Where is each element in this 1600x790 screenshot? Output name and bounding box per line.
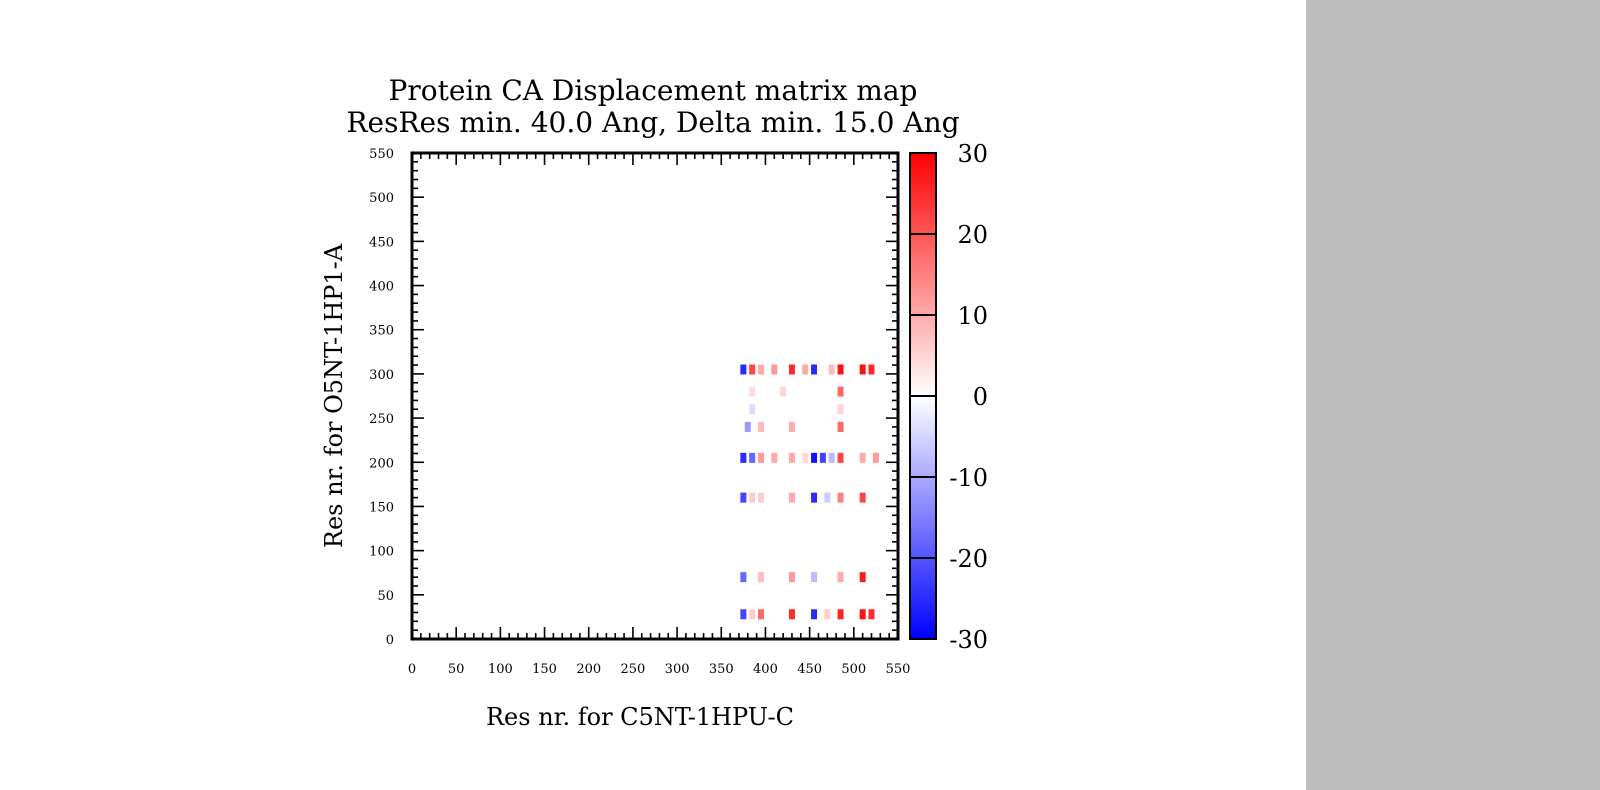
chart-subtitle: ResRes min. 40.0 Ang, Delta min. 15.0 An… [346,106,959,139]
y-tick-label: 550 [369,147,394,162]
x-tick-label: 500 [841,662,866,677]
x-tick-label: 100 [488,662,513,677]
heatmap-cell [811,609,818,620]
heatmap-cell [749,609,756,620]
heatmap-cell [788,492,795,503]
heatmap-cell [740,492,747,503]
heatmap-cell [824,609,831,620]
heatmap-cell [788,421,795,432]
heatmap-cell [872,452,879,463]
heatmap-cell [740,364,747,375]
heatmap-cell [788,572,795,583]
heatmap-cell [828,452,835,463]
axis-tick-marks [411,152,899,640]
heatmap-cell [749,386,756,397]
colorbar-tick-label: -20 [949,545,988,573]
x-tick-label: 50 [448,662,465,677]
heatmap-cell [758,421,765,432]
x-tick-labels: 0 50 100 150 200 250 300 350 400 450 500 550 [408,662,911,677]
heatmap-cell [868,609,875,620]
heatmap-cell [811,572,818,583]
heatmap-cell [859,452,866,463]
y-tick-label: 100 [369,545,394,560]
displacement-matrix-chart: Protein CA Displacement matrix map ResRe… [320,74,988,731]
heatmap-cell [788,609,795,620]
heatmap-cell [758,492,765,503]
x-tick-label: 150 [532,662,557,677]
heatmap-cell [749,364,756,375]
heatmap-cell [771,364,778,375]
heatmap-cell [837,404,844,415]
colorbar-tick-label: 30 [957,140,988,168]
heatmap-cell [749,492,756,503]
x-tick-label: 400 [753,662,778,677]
heatmap-cell [828,364,835,375]
heatmap-cell [758,452,765,463]
colorbar-ticks: 30 20 10 0 -10 -20 -30 [910,140,988,654]
x-tick-label: 550 [886,662,911,677]
heatmap-cell [837,452,844,463]
y-tick-label: 0 [386,633,394,648]
heatmap-cell [837,421,844,432]
heatmap-cell [802,364,809,375]
heatmap-cell [788,364,795,375]
y-tick-label: 450 [369,235,394,250]
heatmap-cell [758,364,765,375]
y-tick-label: 400 [369,280,394,295]
side-panel [1306,0,1600,790]
x-tick-label: 350 [709,662,734,677]
y-tick-label: 50 [377,589,394,604]
colorbar-tick-label: -10 [949,464,988,492]
y-tick-labels: 0 50 100 150 200 250 300 350 400 450 500 550 [369,147,394,648]
heatmap-cell [859,572,866,583]
x-tick-label: 250 [620,662,645,677]
y-tick-label: 350 [369,324,394,339]
heatmap-cell [819,452,826,463]
chart-title: Protein CA Displacement matrix map [389,74,918,107]
x-tick-label: 450 [797,662,822,677]
heatmap-cell [811,492,818,503]
heatmap-cell [758,609,765,620]
y-axis-label: Res nr. for O5NT-1HP1-A [320,243,348,548]
x-axis-label: Res nr. for C5NT-1HPU-C [486,703,794,731]
y-tick-label: 500 [369,191,394,206]
heatmap-cell [758,572,765,583]
heatmap-cell [788,452,795,463]
x-tick-label: 300 [665,662,690,677]
colorbar-tick-label: -30 [949,626,988,654]
heatmap-cell [771,452,778,463]
heatmap-cell [837,364,844,375]
chart-viewer: Protein CA Displacement matrix map ResRe… [320,74,988,731]
y-tick-label: 250 [369,412,394,427]
heatmap-cell [802,452,809,463]
plot-frame [410,151,900,641]
y-tick-label: 150 [369,500,394,515]
heatmap-cell [780,386,787,397]
heatmap-cell [749,452,756,463]
colorbar-tick-label: 10 [957,302,988,330]
heatmap-cell [740,609,747,620]
heatmap-cell [749,404,756,415]
heatmap-cell [837,572,844,583]
colorbar-tick-label: 20 [957,221,988,249]
heatmap-cell [859,609,866,620]
heatmap-cell [868,364,875,375]
heatmap-cell [740,572,747,583]
heatmap-cell [859,492,866,503]
heatmap-cell [859,364,866,375]
heatmap-cell [811,452,818,463]
heatmap-cells [740,364,879,620]
y-tick-label: 200 [369,456,394,471]
y-tick-label: 300 [369,368,394,383]
heatmap-cell [824,492,831,503]
heatmap-cell [837,609,844,620]
x-tick-label: 200 [576,662,601,677]
heatmap-cell [744,421,751,432]
heatmap-cell [837,386,844,397]
colorbar-tick-label: 0 [973,383,988,411]
heatmap-cell [837,492,844,503]
x-tick-label: 0 [408,662,416,677]
heatmap-cell [740,452,747,463]
heatmap-cell [811,364,818,375]
